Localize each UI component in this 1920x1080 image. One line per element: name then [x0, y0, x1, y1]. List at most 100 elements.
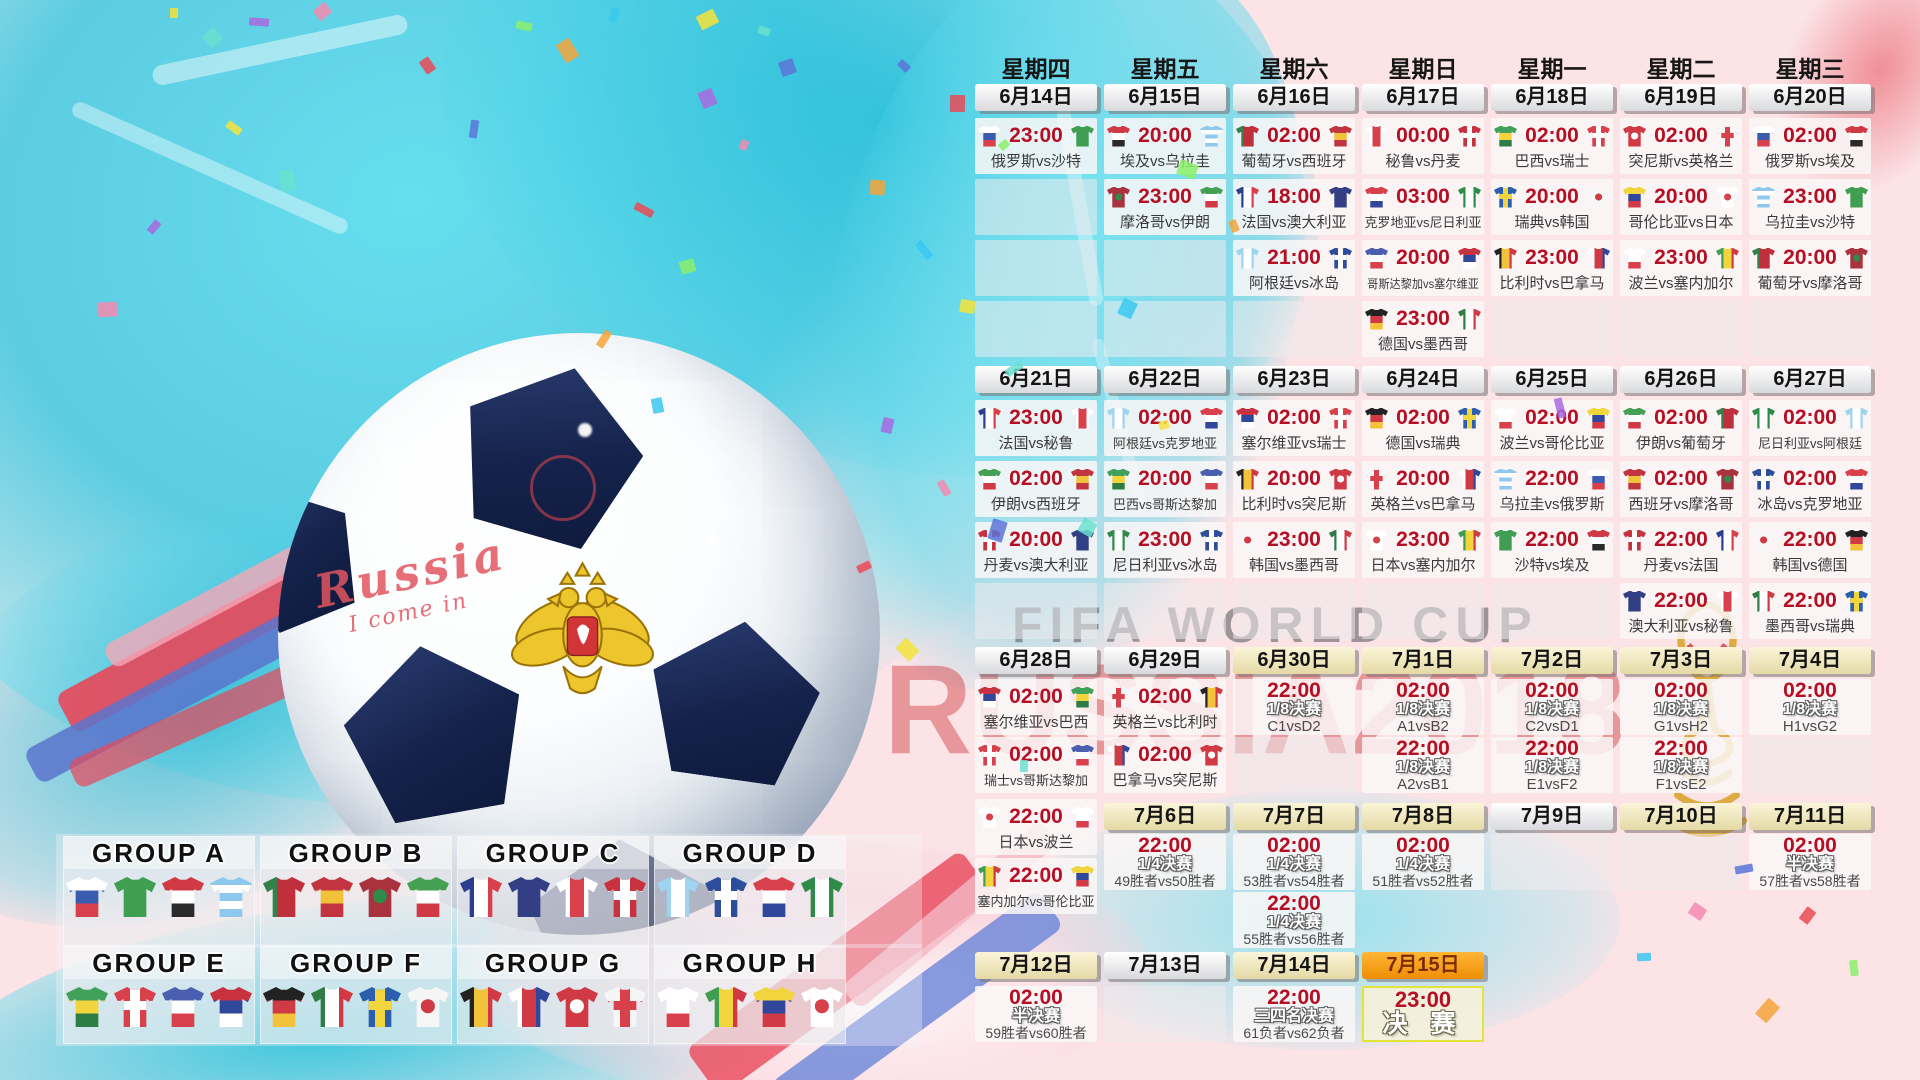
- jersey-icon: [657, 877, 699, 917]
- knockout-time: 02:00: [1396, 679, 1450, 702]
- match-time: 20:00: [1525, 185, 1579, 208]
- knockout-cell: 02:00 1/8决赛 A1vsB2: [1362, 679, 1484, 735]
- date-box: 6月14日: [975, 84, 1097, 111]
- knockout-stage: 半决赛: [1785, 856, 1834, 873]
- match-cell: 02:00 瑞士vs哥斯达黎加: [975, 737, 1097, 793]
- jersey-icon: [1107, 407, 1130, 429]
- group-title: GROUP H: [655, 947, 845, 979]
- knockout-stage: 1/8决赛: [1653, 701, 1709, 718]
- match-row: 21:00: [1233, 240, 1355, 274]
- jersey-cross: [1365, 476, 1388, 481]
- match-time: 18:00: [1267, 185, 1321, 208]
- empty-cell: [975, 179, 1097, 235]
- jersey-cross: [1458, 415, 1481, 420]
- match-teams: 巴拿马vs突尼斯: [1112, 772, 1218, 789]
- match-row: 23:00: [1749, 179, 1871, 213]
- jersey-icon: [1071, 865, 1094, 887]
- group-jerseys: [655, 869, 845, 927]
- final-cell: 23:00 决 赛: [1362, 986, 1484, 1042]
- jersey-emblem: [1630, 132, 1639, 140]
- empty-cell: [1620, 301, 1742, 357]
- weekday-label: 星期三: [1775, 56, 1845, 82]
- group-jerseys: [458, 979, 648, 1037]
- match-teams: 尼日利亚vs冰岛: [1112, 557, 1218, 574]
- jersey-icon: [210, 877, 252, 917]
- jersey-icon: [359, 987, 401, 1027]
- soccer-ball: Russia I come in: [278, 333, 880, 935]
- match-cell: 21:00 阿根廷vs冰岛: [1233, 240, 1355, 296]
- match-row: 02:00: [1620, 461, 1742, 495]
- knockout-cell: 22:00 1/4决赛 49胜者vs50胜者: [1104, 834, 1226, 890]
- jersey-icon: [1200, 686, 1223, 708]
- knockout-time: 02:00: [1396, 834, 1450, 857]
- knockout-time: 02:00: [1783, 679, 1837, 702]
- empty-cell: [1749, 301, 1871, 357]
- match-teams: 伊朗vs葡萄牙: [1635, 435, 1726, 452]
- match-teams: 巴西vs哥斯达黎加: [1112, 497, 1217, 512]
- jersey-icon: [1365, 186, 1388, 208]
- jersey-icon: [1845, 247, 1868, 269]
- jersey-icon: [1071, 407, 1094, 429]
- jersey-cross: [1623, 537, 1646, 542]
- match-time: 02:00: [1138, 406, 1192, 429]
- jersey-icon: [1752, 468, 1775, 490]
- jersey-icon: [1071, 686, 1094, 708]
- match-time: 20:00: [1009, 528, 1063, 551]
- jersey-icon: [1494, 186, 1517, 208]
- date-box: 7月2日: [1491, 647, 1613, 674]
- match-row: 18:00: [1233, 179, 1355, 213]
- jersey-icon: [1494, 125, 1517, 147]
- knockout-pair: 55胜者vs56胜者: [1243, 931, 1345, 947]
- match-cell: 23:00 俄罗斯vs沙特: [975, 118, 1097, 174]
- match-time: 22:00: [1009, 805, 1063, 828]
- match-cell: 02:00 塞尔维亚vs巴西: [975, 679, 1097, 735]
- jersey-cross: [1587, 133, 1610, 138]
- jersey-icon: [1107, 186, 1130, 208]
- jersey-icon: [1329, 529, 1352, 551]
- match-row: 20:00: [1233, 461, 1355, 495]
- match-teams: 伊朗vs西班牙: [990, 496, 1081, 513]
- final-time: 23:00: [1394, 987, 1452, 1012]
- knockout-cell: 22:00 1/8决赛 C1vsD2: [1233, 679, 1355, 735]
- match-time: 02:00: [1525, 124, 1579, 147]
- match-row: 02:00: [1233, 400, 1355, 434]
- group-box: GROUP D: [654, 836, 846, 946]
- match-time: 03:00: [1396, 185, 1450, 208]
- match-time: 22:00: [1525, 528, 1579, 551]
- knockout-stage: 1/8决赛: [1782, 701, 1838, 718]
- match-time: 02:00: [1783, 406, 1837, 429]
- match-teams: 澳大利亚vs秘鲁: [1628, 618, 1734, 635]
- match-row: 20:00: [1491, 179, 1613, 213]
- match-teams: 比利时vs突尼斯: [1241, 496, 1347, 513]
- jersey-cross: [705, 891, 747, 901]
- match-cell: 20:00 埃及vs乌拉圭: [1104, 118, 1226, 174]
- jersey-emblem: [372, 889, 388, 903]
- knockout-cell: 02:00 半决赛 57胜者vs58胜者: [1749, 834, 1871, 890]
- match-cell: 20:00 瑞典vs韩国: [1491, 179, 1613, 235]
- match-time: 23:00: [1525, 246, 1579, 269]
- jersey-icon: [114, 987, 156, 1027]
- match-cell: 02:00 德国vs瑞典: [1362, 400, 1484, 456]
- match-row: 20:00: [1362, 240, 1484, 274]
- jersey-icon: [1071, 468, 1094, 490]
- match-row: 20:00: [1104, 118, 1226, 152]
- match-teams: 英格兰vs巴拿马: [1370, 496, 1476, 513]
- jersey-icon: [1587, 468, 1610, 490]
- jersey-icon: [1365, 407, 1388, 429]
- jersey-icon: [1587, 247, 1610, 269]
- empty-cell: [1104, 583, 1226, 639]
- weekday-label: 星期一: [1517, 56, 1587, 82]
- match-teams: 韩国vs墨西哥: [1248, 557, 1339, 574]
- jersey-icon: [1458, 186, 1481, 208]
- jersey-icon: [1200, 407, 1223, 429]
- match-cell: 23:00 乌拉圭vs沙特: [1749, 179, 1871, 235]
- knockout-cell: 02:00 1/8决赛 C2vsD1: [1491, 679, 1613, 735]
- ball-ring-doodle: [530, 455, 596, 521]
- match-row: 23:00: [1233, 522, 1355, 556]
- jersey-icon: [801, 987, 843, 1027]
- knockout-stage: 1/8决赛: [1653, 759, 1709, 776]
- knockout-time: 22:00: [1267, 986, 1321, 1009]
- match-row: 23:00: [975, 118, 1097, 152]
- match-teams: 英格兰vs比利时: [1112, 714, 1218, 731]
- match-cell: 23:00 摩洛哥vs伊朗: [1104, 179, 1226, 235]
